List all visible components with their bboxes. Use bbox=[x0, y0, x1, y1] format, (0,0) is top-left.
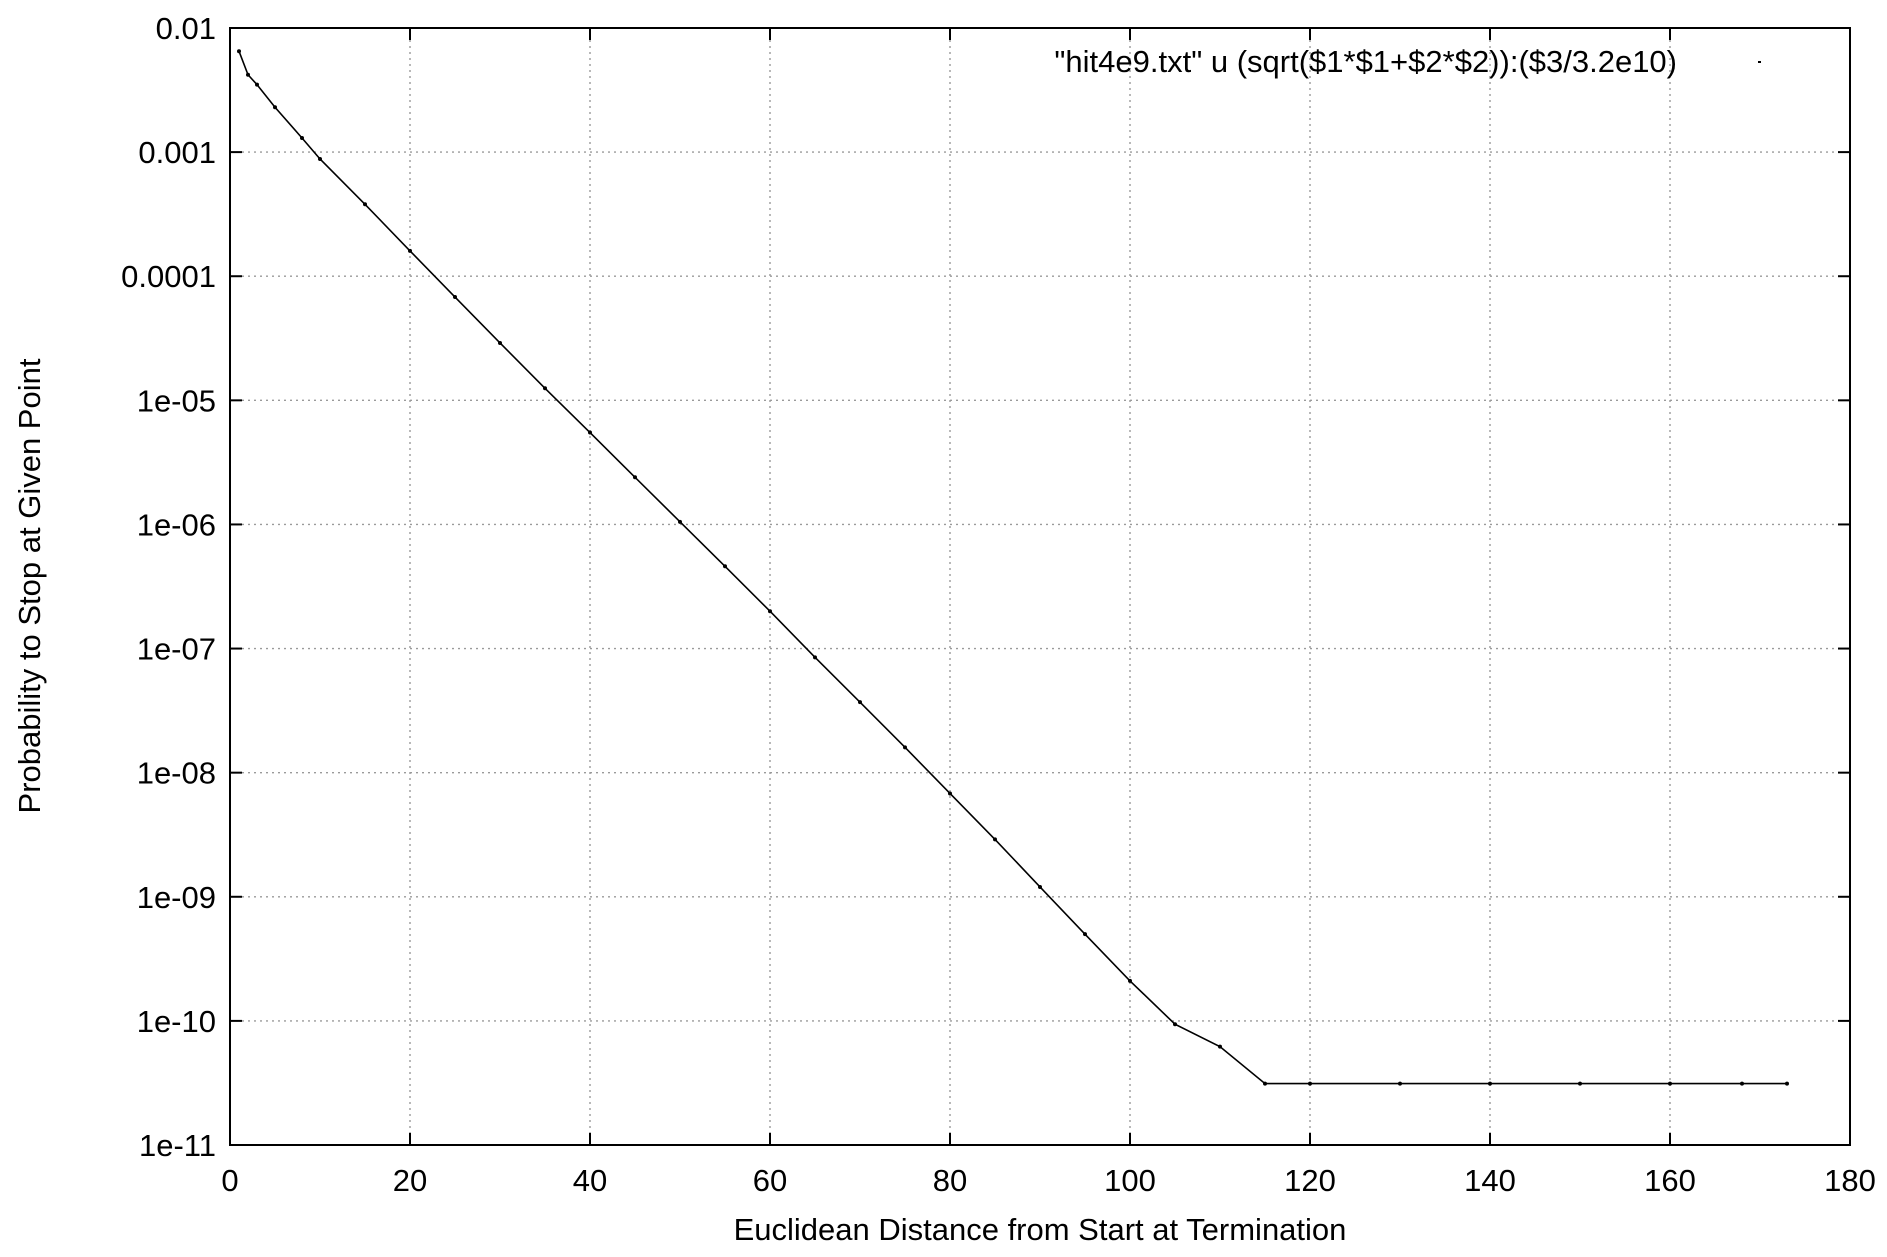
x-tick-label: 140 bbox=[1464, 1163, 1516, 1198]
x-tick-label: 80 bbox=[933, 1163, 967, 1198]
x-tick-label: 40 bbox=[573, 1163, 607, 1198]
x-tick-label: 60 bbox=[753, 1163, 787, 1198]
x-tick-label: 100 bbox=[1104, 1163, 1156, 1198]
plot-frame bbox=[229, 27, 1851, 1146]
legend-series-marker bbox=[1758, 61, 1761, 63]
y-tick-label: 0.001 bbox=[138, 135, 216, 170]
y-tick-label: 1e-06 bbox=[137, 507, 216, 542]
y-tick-label: 1e-10 bbox=[137, 1004, 216, 1039]
x-axis-title: Euclidean Distance from Start at Termina… bbox=[734, 1212, 1347, 1247]
y-tick-labels: 1e-11 1e-10 1e-09 1e-08 1e-07 1e-06 1e-05 0.000… bbox=[121, 11, 216, 1163]
scatter-trend bbox=[238, 50, 1787, 1085]
y-tick-label: 1e-07 bbox=[137, 632, 216, 667]
y-tick-label: 1e-11 bbox=[139, 1128, 216, 1163]
tick-marks bbox=[229, 27, 1851, 1146]
x-tick-label: 160 bbox=[1644, 1163, 1696, 1198]
x-tick-label: 20 bbox=[393, 1163, 427, 1198]
grid-layer bbox=[230, 28, 1850, 1145]
scatter-points bbox=[237, 49, 1789, 1086]
y-tick-label: 0.01 bbox=[156, 11, 216, 46]
x-tick-label: 120 bbox=[1284, 1163, 1336, 1198]
x-tick-labels: 0 20 40 60 80 100 120 140 160 180 bbox=[221, 1163, 1875, 1198]
x-tick-label: 0 bbox=[221, 1163, 238, 1198]
y-tick-label: 1e-05 bbox=[137, 383, 216, 418]
y-axis-title: Probability to Stop at Given Point bbox=[12, 358, 47, 813]
legend: "hit4e9.txt" u (sqrt($1*$1+$2*$2)):($3/3… bbox=[1054, 44, 1761, 79]
y-tick-label: 1e-09 bbox=[137, 880, 216, 915]
y-tick-label: 0.0001 bbox=[121, 259, 216, 294]
x-tick-label: 180 bbox=[1824, 1163, 1876, 1198]
y-tick-label: 1e-08 bbox=[137, 756, 216, 791]
legend-series-label: "hit4e9.txt" u (sqrt($1*$1+$2*$2)):($3/3… bbox=[1054, 44, 1677, 79]
